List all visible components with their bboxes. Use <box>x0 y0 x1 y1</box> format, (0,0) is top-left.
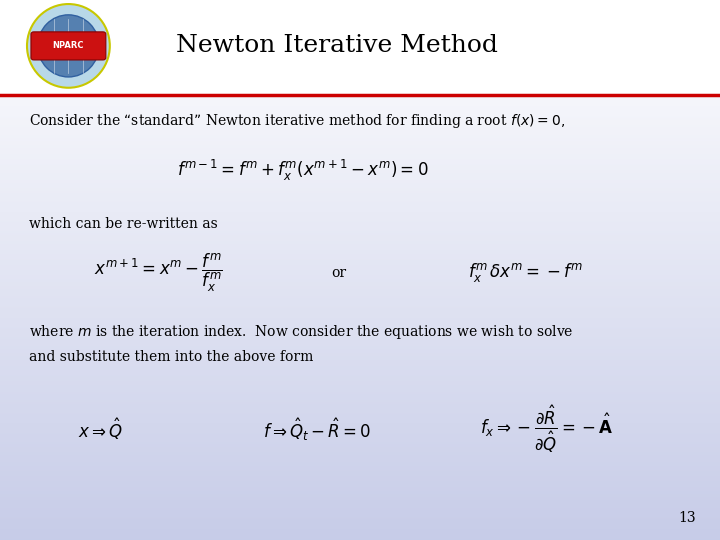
Text: 13: 13 <box>679 511 696 525</box>
Text: which can be re-written as: which can be re-written as <box>29 217 217 231</box>
Ellipse shape <box>27 4 110 87</box>
Text: Consider the “standard” Newton iterative method for finding a root $f(x) = 0,$: Consider the “standard” Newton iterative… <box>29 112 565 131</box>
Text: $f_x^{m}\, \delta x^{m} = -f^{m}$: $f_x^{m}\, \delta x^{m} = -f^{m}$ <box>468 261 583 284</box>
Text: Newton Iterative Method: Newton Iterative Method <box>176 35 498 57</box>
Text: $f \Rightarrow \hat{Q}_t - \hat{R} = 0$: $f \Rightarrow \hat{Q}_t - \hat{R} = 0$ <box>263 416 371 443</box>
FancyBboxPatch shape <box>0 0 720 94</box>
Text: $x^{m+1} = x^{m} - \dfrac{f^{m}}{f_x^{m}}$: $x^{m+1} = x^{m} - \dfrac{f^{m}}{f_x^{m}… <box>94 252 223 294</box>
Text: $x \Rightarrow \hat{Q}$: $x \Rightarrow \hat{Q}$ <box>78 416 123 442</box>
Text: where $m$ is the iteration index.  Now consider the equations we wish to solve: where $m$ is the iteration index. Now co… <box>29 323 573 341</box>
Text: or: or <box>330 266 346 280</box>
Text: $f^{m-1} = f^{m} + f_x^{m}\left(x^{m+1} - x^{m}\right)= 0$: $f^{m-1} = f^{m} + f_x^{m}\left(x^{m+1} … <box>176 158 428 183</box>
Ellipse shape <box>38 15 99 77</box>
Text: $f_x \Rightarrow -\dfrac{\partial \hat{R}}{\partial \hat{Q}} = -\hat{\mathbf{A}}: $f_x \Rightarrow -\dfrac{\partial \hat{R… <box>480 403 614 455</box>
Text: and substitute them into the above form: and substitute them into the above form <box>29 350 313 365</box>
FancyBboxPatch shape <box>31 32 106 60</box>
Text: NPARC: NPARC <box>53 42 84 50</box>
